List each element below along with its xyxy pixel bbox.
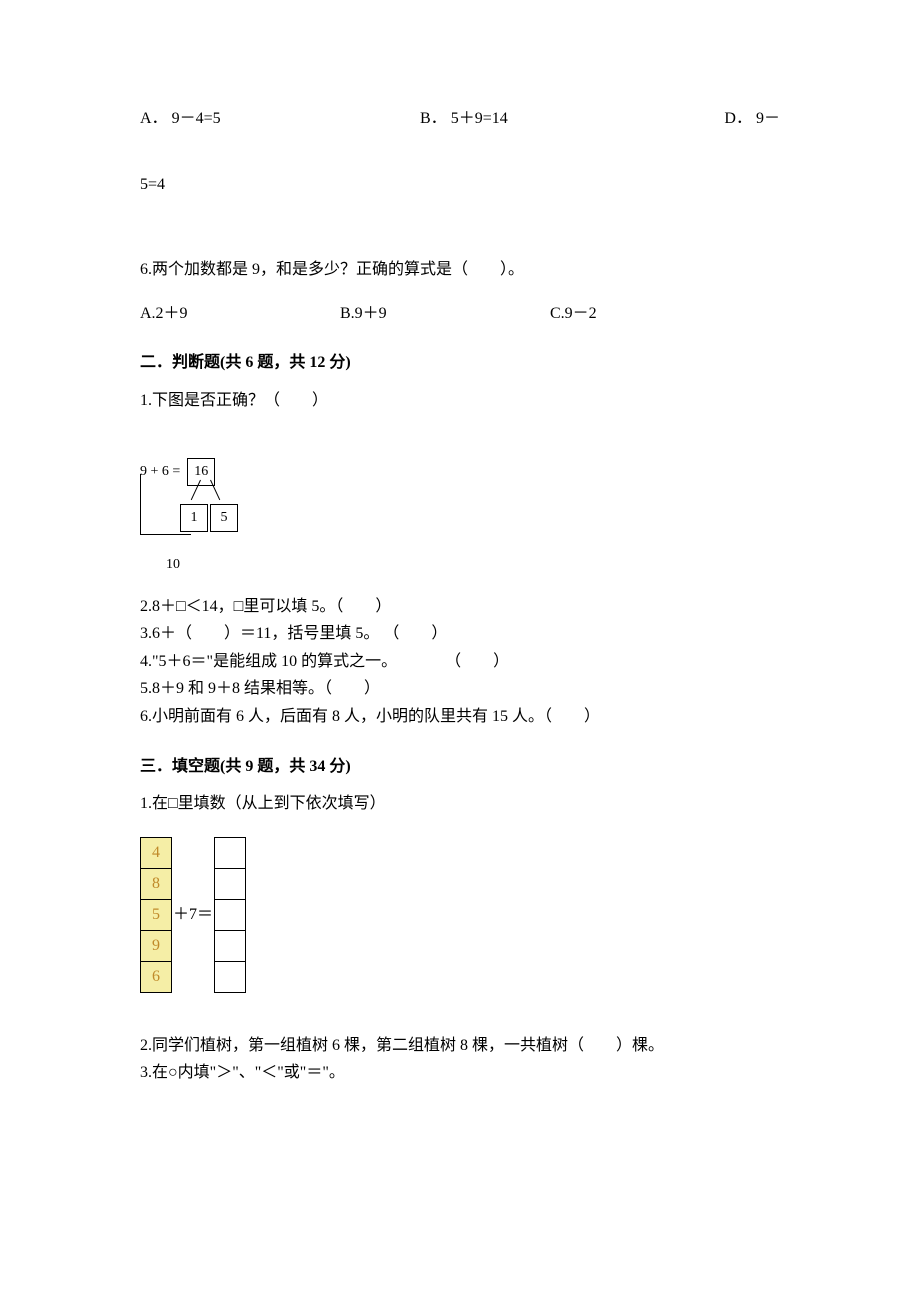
grid-right-3 — [215, 930, 246, 961]
s2-q1: 1.下图是否正确？（ ） — [140, 388, 780, 414]
fill-grid: 4 ＋7＝ 8 5 9 6 — [140, 837, 780, 993]
grid-op: ＋7＝ — [172, 837, 215, 992]
section2-title: 二．判断题(共 6 题，共 12 分) — [140, 350, 780, 376]
q6-optC: C.9－2 — [550, 301, 597, 327]
s2-q3: 3.6＋（ ）＝11，括号里填 5。 （ ） — [140, 621, 780, 647]
q5-optD-label: D． — [724, 110, 752, 127]
s2-q2: 2.8＋□＜14，□里可以填 5。（ ） — [140, 594, 780, 620]
s3-remaining: 2.同学们植树，第一组植树 6 棵，第二组植树 8 棵，一共植树（ ）棵。 3.… — [140, 1033, 780, 1086]
q5-tail: 5=4 — [140, 172, 780, 198]
q6-optB: B.9＋9 — [340, 301, 550, 327]
grid-right-0 — [215, 837, 246, 868]
grid-right-4 — [215, 961, 246, 992]
s3-q2: 2.同学们植树，第一组植树 6 棵，第二组植树 8 棵，一共植树（ ）棵。 — [140, 1033, 780, 1059]
grid-right-1 — [215, 868, 246, 899]
q6-options-row: A.2＋9 B.9＋9 C.9－2 — [140, 301, 780, 327]
grid-right-2 — [215, 899, 246, 930]
s3-q3: 3.在○内填"＞"、"＜"或"＝"。 — [140, 1060, 780, 1086]
grid-left-3: 9 — [141, 930, 172, 961]
section3-title: 三．填空题(共 9 题，共 34 分) — [140, 754, 780, 780]
q5-optA-text: 9－4=5 — [172, 110, 221, 127]
grid-left-0: 4 — [141, 837, 172, 868]
s2-q4: 4."5＋6＝"是能组成 10 的算式之一。 （ ） — [140, 649, 780, 675]
grid-left-4: 6 — [141, 961, 172, 992]
q5-options-row: A． 9－4=5 B． 5＋9=14 D． 9－ — [140, 106, 780, 132]
s2-q5: 5.8＋9 和 9＋8 结果相等。（ ） — [140, 676, 780, 702]
q5-optB-label: B． — [420, 110, 447, 127]
grid-left-1: 8 — [141, 868, 172, 899]
q5-optA-label: A． — [140, 110, 168, 127]
grid-left-2: 5 — [141, 899, 172, 930]
q5-optB-text: 5＋9=14 — [451, 110, 508, 127]
q6-optA: A.2＋9 — [140, 301, 340, 327]
q5-optD-text: 9－ — [756, 110, 780, 127]
s2-q6: 6.小明前面有 6 人，后面有 8 人，小明的队里共有 15 人。（ ） — [140, 704, 780, 730]
diagram-ten: 10 — [166, 554, 180, 576]
s2-judgement-list: 2.8＋□＜14，□里可以填 5。（ ） 3.6＋（ ）＝11，括号里填 5。 … — [140, 594, 780, 730]
split-diagram: 9 + 6 = 16 1 5 10 — [140, 454, 300, 584]
diagram-split2-box: 5 — [210, 504, 238, 532]
q6-stem: 6.两个加数都是 9，和是多少？正确的算式是（ ）。 — [140, 257, 780, 283]
s3-q1: 1.在□里填数（从上到下依次填写） — [140, 791, 780, 817]
